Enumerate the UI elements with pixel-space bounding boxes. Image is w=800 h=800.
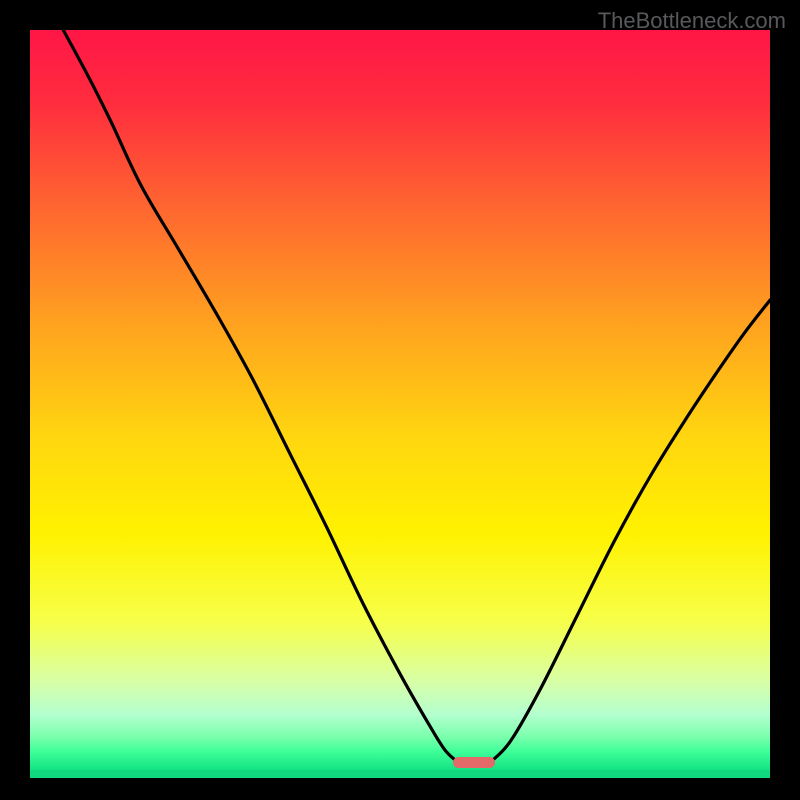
optimum-marker (453, 757, 495, 768)
bottom-green-band (30, 770, 770, 778)
attribution-label: TheBottleneck.com (598, 8, 786, 33)
attribution-text: TheBottleneck.com (598, 8, 786, 34)
chart-container: TheBottleneck.com (0, 0, 800, 800)
bottleneck-curve (30, 30, 770, 770)
plot-area (30, 30, 770, 770)
